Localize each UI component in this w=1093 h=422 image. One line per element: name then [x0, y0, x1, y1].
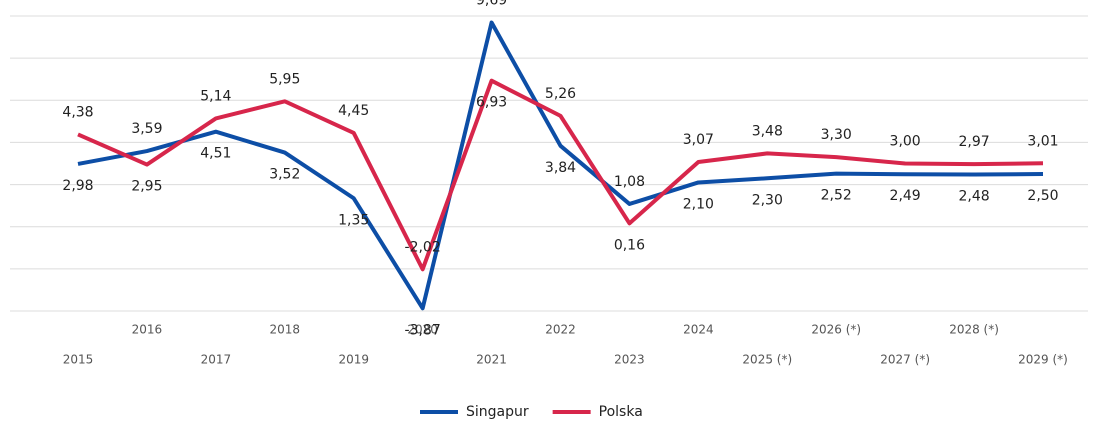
series-line	[77, 20, 1044, 311]
data-label: 3,01	[1027, 133, 1058, 149]
data-label: 3,30	[821, 127, 852, 143]
data-label: 3,07	[683, 132, 714, 148]
x-tick-label: 2017	[201, 353, 232, 367]
legend-label: Polska	[599, 404, 643, 420]
x-tick-label: 2016	[132, 323, 163, 337]
data-label: 1,08	[614, 174, 645, 190]
data-label: 3,48	[752, 123, 783, 139]
x-tick-label: 2015	[63, 353, 94, 367]
data-label: 4,45	[338, 103, 369, 119]
series-line	[77, 78, 1044, 272]
x-tick-label: 2027 (*)	[880, 353, 930, 367]
x-tick-label: 2020	[407, 323, 438, 337]
data-label: 2,49	[890, 188, 921, 204]
x-tick-label: 2019	[338, 353, 369, 367]
x-tick-label: 2029 (*)	[1018, 353, 1068, 367]
data-label: 2,30	[752, 192, 783, 208]
data-label: 4,38	[62, 104, 93, 120]
x-tick-label: 2022	[545, 323, 576, 337]
data-label: 3,84	[545, 160, 576, 176]
data-label: 5,26	[545, 86, 576, 102]
data-label: -3,87	[405, 322, 441, 338]
x-tick-label: 2018	[270, 323, 301, 337]
data-label: 2,98	[62, 178, 93, 194]
x-tick-label: 2026 (*)	[811, 323, 861, 337]
data-label: 5,14	[200, 88, 231, 104]
data-label: 2,95	[131, 179, 162, 195]
x-tick-label: 2028 (*)	[949, 323, 999, 337]
data-label: 2,48	[958, 188, 989, 204]
data-label: 4,51	[200, 146, 231, 162]
x-tick-label: 2025 (*)	[742, 353, 792, 367]
data-label: 3,59	[131, 121, 162, 137]
data-label: 6,93	[476, 95, 507, 111]
data-label: 3,52	[269, 167, 300, 183]
data-label: 2,10	[683, 196, 714, 212]
data-label: 0,16	[614, 237, 645, 253]
x-tick-label: 2023	[614, 353, 645, 367]
legend-label: Singapur	[466, 404, 529, 420]
data-label: 2,52	[821, 188, 852, 204]
data-label: 9,69	[476, 0, 507, 9]
data-label: 5,95	[269, 71, 300, 87]
data-label: -2,02	[405, 239, 441, 255]
data-label: 3,00	[890, 134, 921, 150]
data-label: 1,35	[338, 212, 369, 228]
x-tick-label: 2021	[476, 353, 507, 367]
data-label: 2,97	[958, 134, 989, 150]
data-label: 2,50	[1027, 188, 1058, 204]
x-tick-label: 2024	[683, 323, 714, 337]
